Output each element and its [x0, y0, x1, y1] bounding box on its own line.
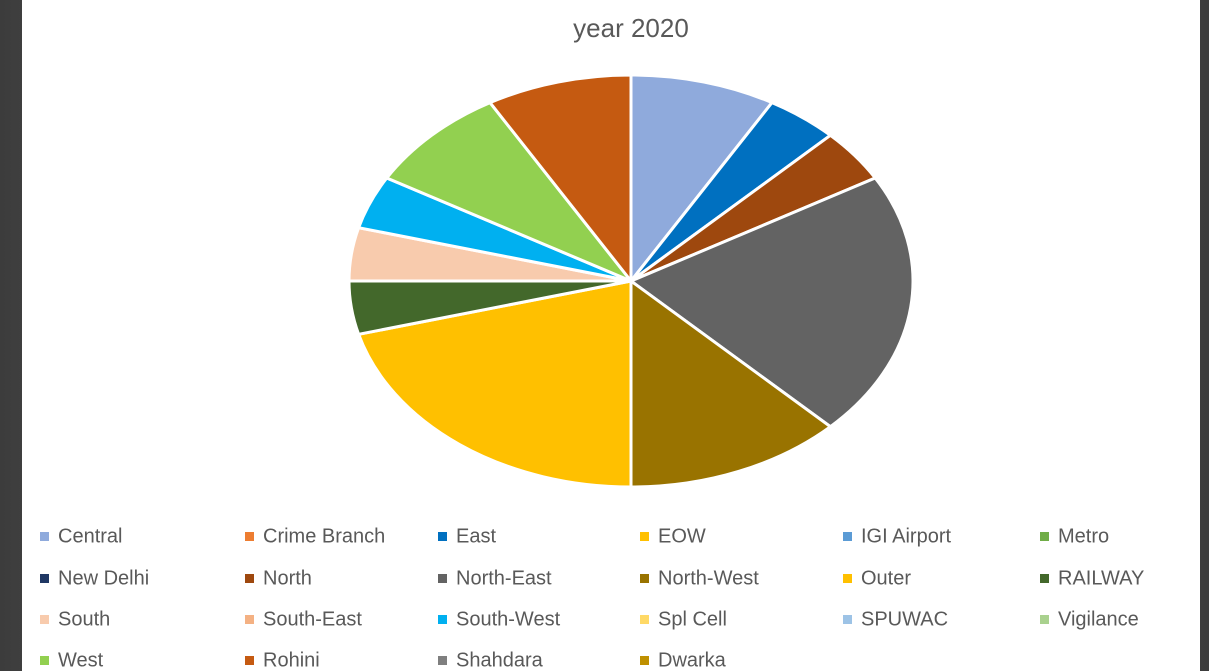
legend-swatch [245, 656, 254, 665]
legend-label: East [456, 525, 496, 547]
legend-swatch [438, 615, 447, 624]
legend-swatch [843, 574, 852, 583]
legend-label: Outer [861, 567, 911, 589]
pie-slice [629, 73, 775, 286]
legend-swatch [40, 532, 49, 541]
legend-label: RAILWAY [1058, 567, 1144, 589]
legend-swatch [245, 532, 254, 541]
legend-label: SPUWAC [861, 608, 948, 630]
legend-label: EOW [658, 525, 706, 547]
pie-slice [627, 176, 915, 429]
legend-label: South [58, 608, 110, 630]
legend-swatch [245, 615, 254, 624]
legend-swatch [640, 574, 649, 583]
legend-swatch [40, 615, 49, 624]
legend-swatch [40, 656, 49, 665]
legend-label: Metro [1058, 525, 1109, 547]
legend-swatch [640, 532, 649, 541]
legend-swatch [245, 574, 254, 583]
chart-title: year 2020 [573, 13, 689, 43]
legend-swatch [40, 574, 49, 583]
legend-swatch [438, 532, 447, 541]
legend-swatch [438, 656, 447, 665]
legend-swatch [438, 574, 447, 583]
legend-label: North-East [456, 567, 552, 589]
legend-label: Central [58, 525, 122, 547]
legend-swatch [640, 656, 649, 665]
legend-swatch [843, 615, 852, 624]
legend-label: Spl Cell [658, 608, 727, 630]
legend-label: Vigilance [1058, 608, 1139, 630]
legend-swatch [1040, 615, 1049, 624]
legend-swatch [1040, 574, 1049, 583]
legend-label: New Delhi [58, 567, 149, 589]
pie-slice [384, 100, 633, 283]
legend-label: Dwarka [658, 649, 727, 671]
legend-swatch [843, 532, 852, 541]
legend-label: South-West [456, 608, 561, 630]
legend-label: North [263, 567, 312, 589]
legend-label: Shahdara [456, 649, 544, 671]
legend-swatch [640, 615, 649, 624]
legend-label: North-West [658, 567, 759, 589]
legend-label: IGI Airport [861, 525, 951, 547]
legend-label: South-East [263, 608, 362, 630]
legend-swatch [1040, 532, 1049, 541]
pie-slice [487, 73, 633, 286]
legend-label: Rohini [263, 649, 320, 671]
pie-slice [629, 278, 833, 489]
pie-slice [356, 279, 633, 489]
legend-label: Crime Branch [263, 525, 385, 547]
legend-label: West [58, 649, 104, 671]
